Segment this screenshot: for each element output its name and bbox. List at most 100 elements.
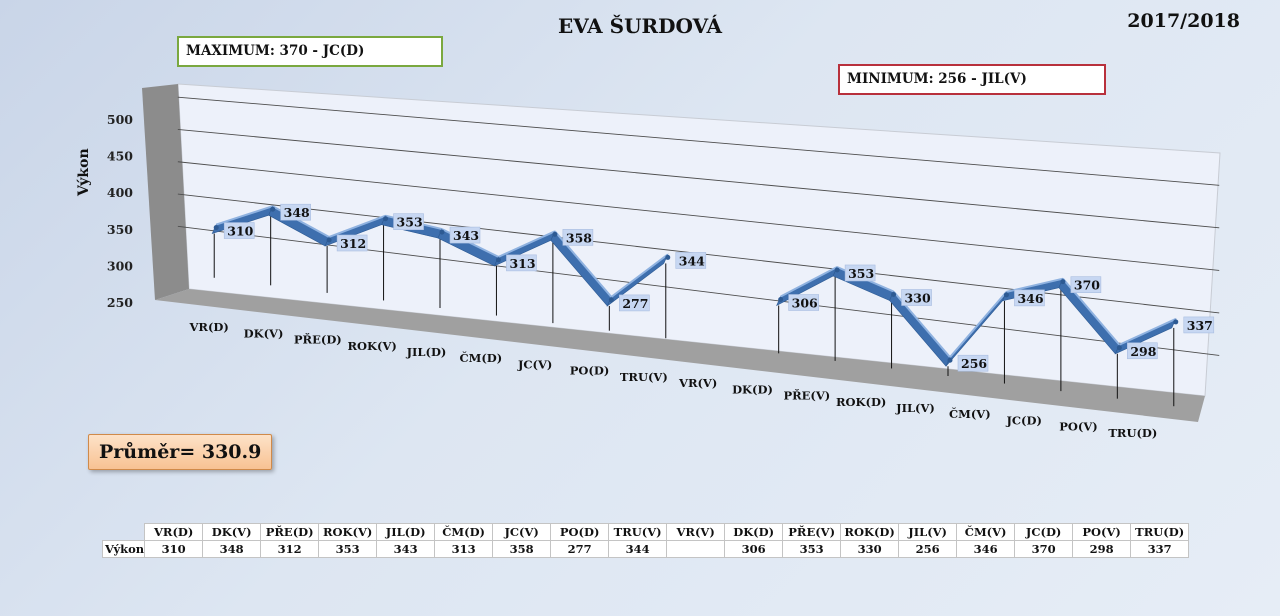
y-tick-label: 300	[107, 258, 133, 273]
value-label-ČM(V): 346	[1014, 289, 1045, 307]
table-value-cell: 346	[956, 540, 1016, 558]
gridline	[177, 128, 1220, 229]
table-corner	[102, 523, 146, 541]
value-label-bg	[957, 354, 989, 372]
value-label-JC(D): 370	[1070, 276, 1102, 293]
table-value-cell: 306	[724, 540, 784, 558]
data-point	[891, 291, 897, 297]
data-point	[947, 357, 953, 363]
value-label-PO(D): 277	[619, 294, 650, 312]
value-label: 346	[1017, 291, 1043, 306]
value-label: 313	[509, 256, 535, 271]
series-line	[1118, 318, 1177, 346]
series-line	[780, 266, 838, 298]
value-label: 337	[1187, 318, 1213, 333]
x-tick-label: ČM(V)	[949, 407, 991, 421]
value-label-JIL(V): 256	[957, 354, 989, 372]
value-label: 344	[679, 253, 705, 268]
value-label: 310	[227, 224, 253, 239]
table-value-cell: 310	[144, 540, 204, 558]
data-point	[1003, 292, 1009, 298]
data-table: VR(D) DK(V) PŘE(D) ROK(V) JIL(D) ČM(D) JC(V) PO…	[101, 523, 1190, 558]
table-value-cell: 256	[898, 540, 958, 558]
minimum-box: MINIMUM: 256 - JIL(V)	[838, 64, 1106, 95]
value-label: 277	[622, 296, 648, 311]
floor	[155, 289, 1205, 422]
table-value-cell: 298	[1072, 540, 1132, 558]
table-header-cell: TRU(V)	[608, 523, 668, 541]
x-tick-label: TRU(V)	[620, 370, 668, 384]
table-header-cell: PŘE(V)	[782, 523, 842, 541]
value-label-bg	[280, 203, 311, 221]
x-tick-label: JIL(D)	[406, 345, 447, 359]
table-value-cell: 370	[1014, 540, 1074, 558]
x-tick-label: PO(D)	[570, 364, 610, 378]
value-label-JC(V): 358	[562, 229, 594, 246]
value-label: 358	[566, 230, 592, 245]
table-header-cell: PŘE(D)	[260, 523, 320, 541]
table-value-cell: 277	[550, 540, 610, 558]
table-header-cell: DK(V)	[202, 523, 262, 541]
x-tick-label: VR(D)	[188, 320, 228, 334]
table-header-cell: ČM(D)	[434, 523, 494, 541]
value-label-ČM(D): 313	[506, 254, 537, 272]
x-tick-label: JIL(V)	[895, 401, 935, 415]
table-value-cell: 358	[492, 540, 552, 558]
value-label: 312	[340, 236, 366, 251]
series-line	[328, 214, 386, 238]
x-tick-label: PŘE(D)	[294, 333, 342, 347]
x-tick-label: JC(V)	[517, 357, 552, 371]
table-value-cell: 313	[434, 540, 494, 558]
table-header-cell: PO(D)	[550, 523, 610, 541]
table-header-cell: JC(V)	[492, 523, 552, 541]
series-line	[949, 291, 1008, 358]
data-point	[778, 297, 784, 303]
table-value-cell: 353	[782, 540, 842, 558]
value-label-bg	[223, 222, 255, 239]
value-label-bg	[788, 294, 819, 311]
table-value-cell: 330	[840, 540, 900, 558]
side-wall	[142, 84, 189, 300]
x-tick-label: ROK(V)	[347, 339, 396, 353]
value-label-bg	[1183, 316, 1215, 334]
table-value-cell	[666, 540, 726, 558]
value-label-bg	[562, 229, 594, 246]
value-label-PO(V): 298	[1127, 342, 1158, 360]
table-header-cell: ROK(V)	[318, 523, 378, 541]
table-header-cell: DK(D)	[724, 523, 784, 541]
value-label: 353	[848, 266, 874, 281]
x-tick-label: PO(V)	[1059, 420, 1097, 434]
value-label: 256	[961, 356, 987, 371]
data-point	[439, 229, 445, 235]
value-label-TRU(V): 344	[675, 252, 707, 269]
data-point	[552, 231, 558, 237]
value-label: 353	[397, 215, 423, 230]
data-table-value-row: Výkon 310 348 312 353 343 313 358 277 344 306 353 3…	[101, 540, 1190, 558]
table-header-cell: ČM(V)	[956, 523, 1016, 541]
value-label: 343	[453, 228, 479, 243]
y-tick-label: 450	[107, 149, 133, 164]
x-tick-label: ČM(D)	[459, 351, 502, 365]
data-point	[495, 257, 501, 263]
table-header-cell: JIL(V)	[898, 523, 958, 541]
value-label-DK(D): 306	[788, 294, 819, 311]
series-line	[498, 230, 556, 258]
value-label-bg	[1014, 289, 1045, 307]
x-tick-label: ROK(D)	[836, 395, 886, 409]
table-header-cell: VR(D)	[144, 523, 204, 541]
table-value-cell: 312	[260, 540, 320, 558]
series-line	[610, 253, 669, 298]
data-point	[608, 297, 614, 303]
x-tick-label: PŘE(V)	[783, 389, 830, 403]
value-label-ROK(D): 330	[901, 289, 932, 306]
season-label: 2017/2018	[1127, 10, 1240, 32]
data-point	[213, 225, 219, 231]
y-tick-label: 500	[107, 112, 133, 127]
average-box: Průměr= 330.9	[88, 434, 273, 470]
value-label-VR(D): 310	[223, 222, 255, 239]
value-label-bg	[393, 213, 424, 230]
table-value-cell: 337	[1130, 540, 1190, 558]
value-label-JIL(D): 343	[449, 226, 481, 244]
table-value-cell: 348	[202, 540, 262, 558]
